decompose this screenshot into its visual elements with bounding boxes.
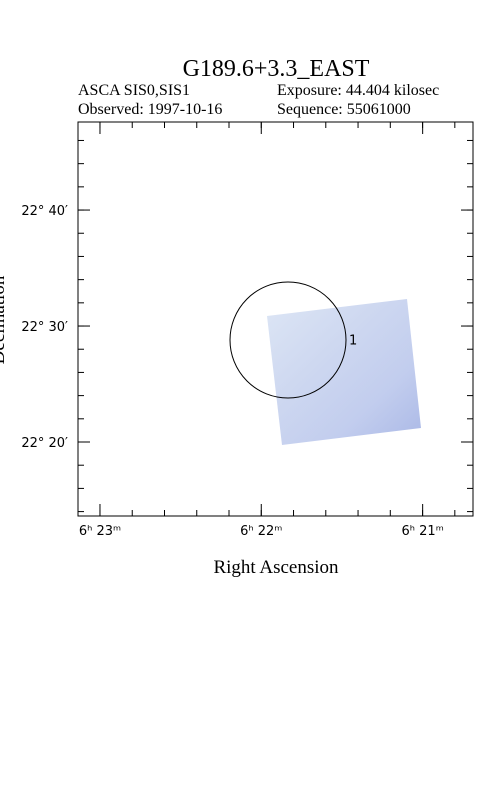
y-tick-label: 22° 40′ [21, 204, 68, 219]
instrument: ASCA SIS0,SIS1 [78, 82, 190, 99]
source-region [229, 281, 347, 399]
y-tick-label: 22° 20′ [21, 436, 68, 451]
y-axis-label: Declination [0, 275, 9, 364]
plot-frame [77, 121, 474, 517]
title: G189.6+3.3_EAST [183, 56, 370, 82]
exposure-image [267, 299, 421, 445]
observed: Observed: 1997-10-16 [78, 101, 222, 118]
region-label: 1 [349, 334, 357, 349]
exposure: Exposure: 44.404 kilosec [277, 82, 439, 99]
x-tick-label: 6ʰ 21ᵐ [402, 524, 444, 539]
sequence: Sequence: 55061000 [277, 101, 411, 118]
y-tick-label: 22° 30′ [21, 320, 68, 335]
x-tick-label: 6ʰ 22ᵐ [240, 524, 282, 539]
x-axis-label: Right Ascension [213, 557, 339, 578]
x-tick-label: 6ʰ 23ᵐ [79, 524, 121, 539]
